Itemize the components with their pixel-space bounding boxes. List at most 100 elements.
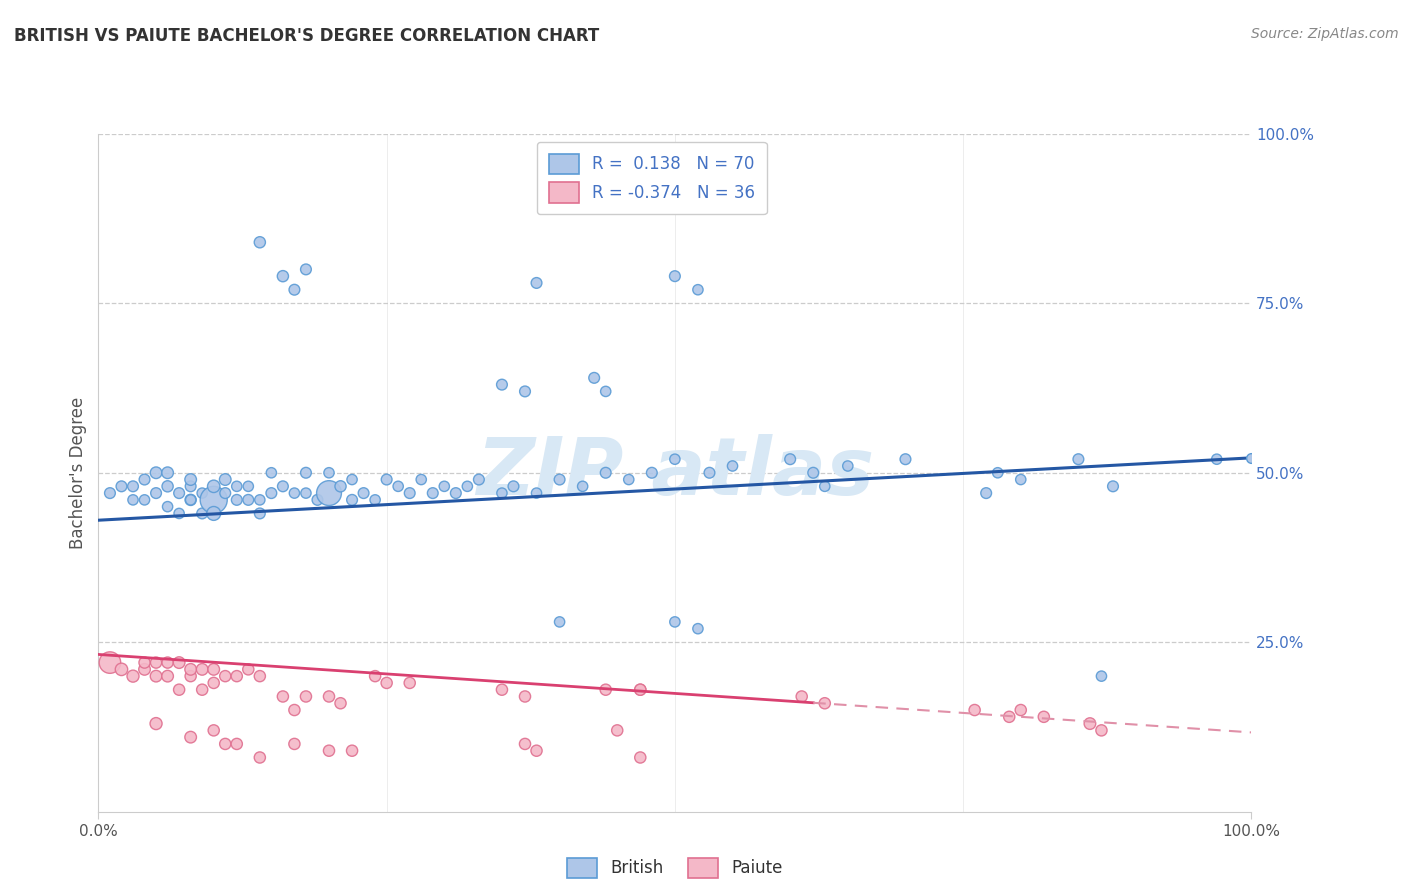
Point [225, 669, 247, 683]
Point [456, 479, 478, 493]
Point [1067, 452, 1090, 467]
Point [318, 744, 340, 758]
Point [271, 690, 294, 704]
Point [145, 669, 167, 683]
Point [98, 656, 121, 670]
Point [202, 479, 225, 493]
Point [191, 486, 214, 500]
Point [134, 656, 156, 670]
Point [1090, 723, 1112, 738]
Point [617, 473, 640, 487]
Point [398, 676, 420, 690]
Point [214, 737, 236, 751]
Point [548, 473, 571, 487]
Point [156, 500, 179, 514]
Point [145, 466, 167, 480]
Point [156, 656, 179, 670]
Point [202, 676, 225, 690]
Point [122, 479, 145, 493]
Point [963, 703, 986, 717]
Point [249, 669, 271, 683]
Point [1010, 703, 1032, 717]
Point [238, 479, 260, 493]
Point [1205, 452, 1227, 467]
Point [260, 466, 283, 480]
Point [249, 507, 271, 521]
Point [526, 744, 548, 758]
Point [156, 669, 179, 683]
Point [1032, 710, 1054, 724]
Legend: British, Paiute: British, Paiute [560, 851, 790, 885]
Point [238, 492, 260, 507]
Point [214, 473, 236, 487]
Point [318, 486, 340, 500]
Point [686, 283, 709, 297]
Point [571, 479, 593, 493]
Point [641, 466, 664, 480]
Point [167, 507, 190, 521]
Point [134, 662, 156, 676]
Point [433, 479, 456, 493]
Point [998, 710, 1021, 724]
Point [801, 466, 824, 480]
Point [779, 452, 801, 467]
Point [721, 458, 744, 473]
Point [502, 479, 524, 493]
Point [1010, 473, 1032, 487]
Point [628, 682, 651, 697]
Point [340, 492, 363, 507]
Point [814, 696, 837, 710]
Point [1078, 716, 1101, 731]
Point [513, 737, 536, 751]
Point [411, 473, 433, 487]
Point [134, 473, 156, 487]
Point [249, 235, 271, 250]
Point [664, 452, 686, 467]
Point [202, 662, 225, 676]
Point [238, 662, 260, 676]
Point [318, 690, 340, 704]
Point [606, 723, 628, 738]
Point [180, 492, 202, 507]
Point [191, 507, 214, 521]
Point [295, 690, 318, 704]
Point [444, 486, 467, 500]
Point [664, 615, 686, 629]
Point [814, 479, 837, 493]
Point [491, 377, 513, 392]
Text: ZIP atlas: ZIP atlas [475, 434, 875, 512]
Point [98, 486, 121, 500]
Point [180, 730, 202, 744]
Point [191, 662, 214, 676]
Point [894, 452, 917, 467]
Point [156, 466, 179, 480]
Point [548, 615, 571, 629]
Point [491, 486, 513, 500]
Point [225, 479, 247, 493]
Point [225, 492, 247, 507]
Point [329, 696, 352, 710]
Point [686, 622, 709, 636]
Point [214, 669, 236, 683]
Point [180, 473, 202, 487]
Point [837, 458, 859, 473]
Point [329, 479, 352, 493]
Point [122, 669, 145, 683]
Point [353, 486, 375, 500]
Point [364, 492, 387, 507]
Point [1102, 479, 1125, 493]
Point [225, 737, 247, 751]
Text: BRITISH VS PAIUTE BACHELOR'S DEGREE CORRELATION CHART: BRITISH VS PAIUTE BACHELOR'S DEGREE CORR… [14, 27, 599, 45]
Point [283, 703, 305, 717]
Point [180, 492, 202, 507]
Point [156, 479, 179, 493]
Point [595, 384, 617, 399]
Point [214, 486, 236, 500]
Point [491, 682, 513, 697]
Point [987, 466, 1010, 480]
Point [145, 716, 167, 731]
Point [595, 466, 617, 480]
Text: Source: ZipAtlas.com: Source: ZipAtlas.com [1251, 27, 1399, 41]
Point [145, 656, 167, 670]
Point [110, 662, 132, 676]
